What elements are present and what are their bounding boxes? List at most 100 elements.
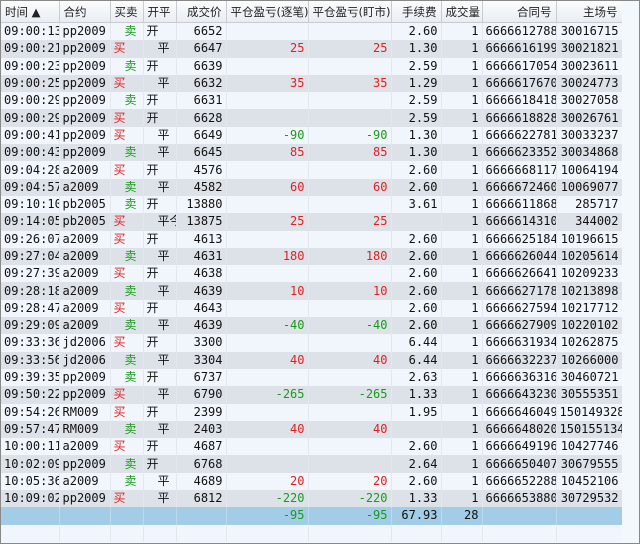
col-pnl-trade-cell bbox=[226, 57, 309, 75]
col-open-close-cell: 开 bbox=[143, 161, 177, 179]
col-price-header[interactable]: 成交价 bbox=[176, 1, 227, 23]
col-price-cell: 13880 bbox=[176, 195, 227, 214]
col-exchange-no-cell: 30729532 bbox=[556, 490, 623, 508]
col-contract-cell: pp2009 bbox=[59, 144, 111, 162]
col-exchange-no-cell: 1501551349 bbox=[556, 420, 623, 439]
table-row[interactable]: 09:27:04a2009卖平46311801802.6016666626044… bbox=[1, 247, 623, 266]
col-open-close-header[interactable]: 开平 bbox=[143, 1, 177, 23]
col-price-cell: 6649 bbox=[176, 126, 227, 145]
table-row[interactable]: 09:00:23 pp2009 卖开 6639 2.59 1 6666617054 30023… bbox=[1, 57, 623, 75]
table-row[interactable]: 09:00:43 pp2009 卖平 6645 85 85 1.30 1 6666623352 3… bbox=[1, 144, 623, 162]
table-row[interactable]: 09:14:05pb2005买平今13875252516666614310134… bbox=[1, 213, 623, 231]
col-contract-no-cell: 6666668117 bbox=[482, 161, 557, 179]
col-fee-cell: 3.61 bbox=[391, 195, 442, 214]
col-price-cell: 2399 bbox=[176, 403, 227, 421]
col-pnl-mtm-cell: -265 bbox=[308, 386, 392, 404]
col-open-close-cell: 开 bbox=[143, 265, 177, 283]
col-pnl-trade-cell: 20 bbox=[226, 472, 309, 491]
col-exchange-no-cell: 1501493284 bbox=[556, 403, 623, 421]
col-pnl-trade-cell bbox=[226, 22, 309, 41]
col-time-cell: 09:27:04 bbox=[1, 247, 60, 266]
col-volume-cell: 1 bbox=[441, 213, 483, 231]
col-pnl-trade-cell: 180 bbox=[226, 247, 309, 266]
col-contract-cell: RM009 bbox=[59, 420, 111, 439]
col-pnl-mtm-cell bbox=[308, 299, 392, 318]
col-buy-sell-header[interactable]: 买卖 bbox=[110, 1, 144, 23]
table-row[interactable]: 09:04:57 a2009 卖平 4582 60 60 2.60 1 6666672460 10… bbox=[1, 178, 623, 196]
col-contract-no-header[interactable]: 合同号 bbox=[482, 1, 557, 23]
col-pnl-mtm-cell bbox=[308, 57, 392, 75]
col-volume-cell: 1 bbox=[441, 368, 483, 387]
col-contract-cell: a2009 bbox=[59, 438, 111, 456]
col-contract-no-cell: 66666322378 bbox=[482, 351, 557, 369]
col-buy-sell-cell: 买 bbox=[110, 490, 144, 508]
table-row[interactable]: 09:00:29 pp2009 卖开 6631 2.59 1 6666618418 30027… bbox=[1, 92, 623, 110]
table-row[interactable]: 09:00:21 pp2009 买平 6647 25 25 1.30 1 6666616199 3… bbox=[1, 40, 623, 58]
table-row[interactable]: 09:04:28 a2009 买开 4576 2.60 1 6666668117 100641… bbox=[1, 161, 623, 179]
table-row[interactable]: 09:29:09a2009卖平4639-40-402.6016666627909… bbox=[1, 317, 623, 335]
col-contract-no-cell: 66666260447 bbox=[482, 247, 557, 266]
table-row[interactable]: 10:05:36a2009卖平468920202.601666665228841… bbox=[1, 472, 623, 491]
col-time-cell: 10:00:11 bbox=[1, 438, 60, 456]
col-open-close-cell: 平 bbox=[143, 351, 177, 369]
col-time-cell: 09:39:35 bbox=[1, 368, 60, 387]
col-buy-sell-cell: 卖 bbox=[110, 247, 144, 266]
table-row[interactable]: 09:57:47RM009卖平2403404016666648020915015… bbox=[1, 420, 623, 439]
col-pnl-trade-cell bbox=[226, 438, 309, 456]
col-fee-cell: 1.30 bbox=[391, 144, 442, 162]
col-time-cell: 09:10:10 bbox=[1, 195, 60, 214]
col-contract-no-cell: 6666623352 bbox=[482, 144, 557, 162]
table-row[interactable]: 10:09:02 pp2009 买平 6812 -220 -220 1.33 1 6666653… bbox=[1, 490, 623, 508]
totals-row: -95 -95 67.93 28 bbox=[1, 507, 623, 525]
col-pnl-trade-header[interactable]: 平仓盈亏(逐笔) bbox=[226, 1, 309, 23]
table-row[interactable]: 09:50:22 pp2009 买平 6790 -265 -265 1.33 1 6666643… bbox=[1, 386, 623, 404]
col-contract-cell: RM009 bbox=[59, 403, 111, 421]
col-time-header[interactable]: 时间 ▲ bbox=[1, 1, 60, 23]
col-open-close-cell: 开 bbox=[143, 334, 177, 352]
col-volume-header[interactable]: 成交量 bbox=[441, 1, 483, 23]
col-price-cell: 3304 bbox=[176, 351, 227, 369]
table-row[interactable]: 09:00:41 pp2009 买平 6649 -90 -90 1.30 1 666662278… bbox=[1, 126, 623, 145]
col-buy-sell-cell: 卖 bbox=[110, 57, 144, 75]
col-contract-no-cell: 6666616199 bbox=[482, 40, 557, 58]
col-buy-sell-cell: 买 bbox=[110, 403, 144, 421]
col-fee-header[interactable]: 手续费 bbox=[391, 1, 442, 23]
col-volume-cell: 1 bbox=[441, 144, 483, 162]
table-row[interactable]: 09:33:56jd2006卖平330440406.44166666322378… bbox=[1, 351, 623, 369]
col-contract-cell: a2009 bbox=[59, 161, 111, 179]
col-fee-total: 67.93 bbox=[391, 507, 442, 525]
col-pnl-mtm-header[interactable]: 平仓盈亏(盯市) bbox=[308, 1, 392, 23]
col-exchange-no-header[interactable]: 主场号 bbox=[556, 1, 623, 23]
col-buy-sell-cell: 卖 bbox=[110, 282, 144, 300]
col-contract-cell: pp2009 bbox=[59, 368, 111, 387]
col-contract-no-cell: 66666271786 bbox=[482, 282, 557, 300]
empty-cell bbox=[176, 524, 227, 542]
table-row[interactable]: 09:00:25 pp2009 买平 6632 35 35 1.29 1 6666617670 3… bbox=[1, 74, 623, 93]
col-open-close-cell: 平 bbox=[143, 74, 177, 93]
table-row[interactable]: 09:28:18a2009卖平463910102.601666662717861… bbox=[1, 282, 623, 300]
empty-cell bbox=[482, 524, 557, 542]
col-contract-header[interactable]: 合约 bbox=[59, 1, 111, 23]
col-buy-sell-cell: 买 bbox=[110, 265, 144, 283]
col-volume-cell: 1 bbox=[441, 420, 483, 439]
col-contract-cell: a2009 bbox=[59, 247, 111, 266]
col-price-cell: 6768 bbox=[176, 455, 227, 473]
table-row[interactable]: 09:00:29 pp2009 买开 6628 2.59 1 6666618828 30026… bbox=[1, 109, 623, 127]
col-pnl-trade-cell bbox=[226, 92, 309, 110]
col-pnl-mtm-cell bbox=[308, 334, 392, 352]
col-contract-no-cell: 6666618828 bbox=[482, 109, 557, 127]
col-contract-cell: a2009 bbox=[59, 230, 111, 248]
col-time-cell: 09:33:36 bbox=[1, 334, 60, 352]
col-pnl-mtm-cell: -90 bbox=[308, 126, 392, 145]
col-price-cell: 4643 bbox=[176, 299, 227, 318]
table-row[interactable]: 09:00:13 pp2009 卖开 6652 2.60 1 6666612788 30016… bbox=[1, 22, 623, 41]
